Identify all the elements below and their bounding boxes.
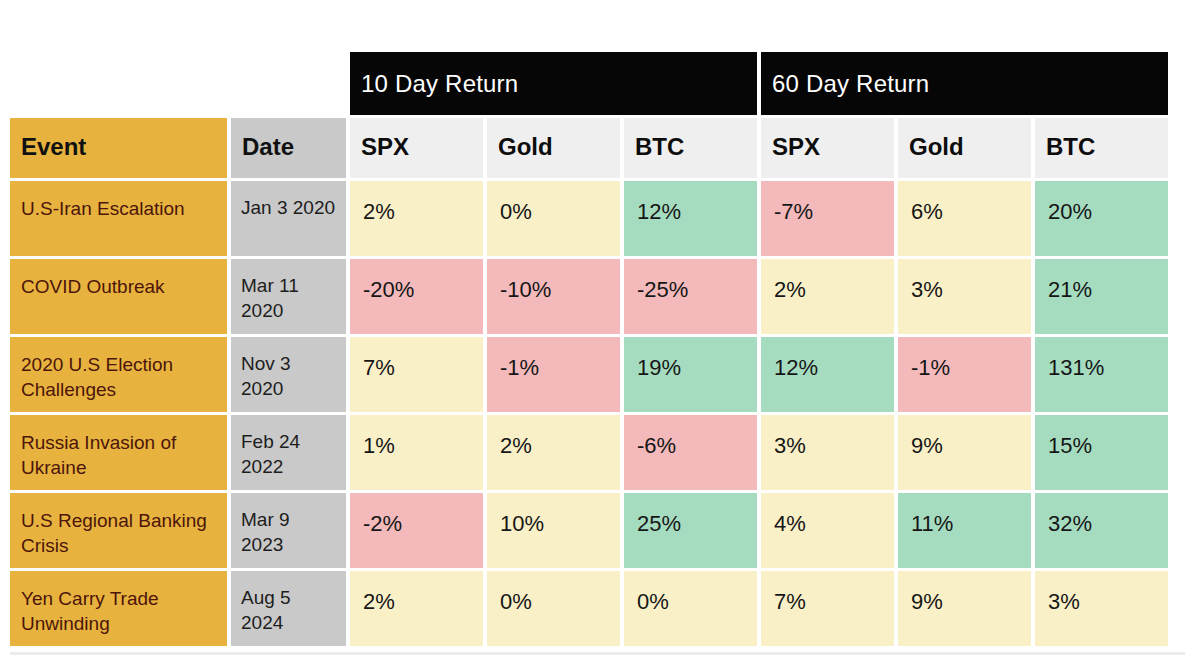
event-cell: Yen Carry Trade Unwinding [10, 571, 227, 646]
return-cell-10d-btc: 25% [624, 493, 757, 568]
group-header-10-day-return: 10 Day Return [350, 52, 757, 115]
return-cell-60d-spx: -7% [761, 181, 894, 256]
column-header-gold-10d: Gold [487, 118, 620, 178]
return-cell-10d-spx: -20% [350, 259, 483, 334]
return-cell-10d-btc: 12% [624, 181, 757, 256]
return-cell-10d-spx: 2% [350, 571, 483, 646]
return-cell-60d-gold: 11% [898, 493, 1031, 568]
return-cell-10d-gold: -1% [487, 337, 620, 412]
return-cell-60d-gold: 9% [898, 571, 1031, 646]
return-cell-10d-spx: -2% [350, 493, 483, 568]
event-cell: U.S Regional Banking Crisis [10, 493, 227, 568]
event-returns-table: 10 Day Return 60 Day Return Event Date S… [10, 52, 1168, 646]
return-cell-10d-btc: -6% [624, 415, 757, 490]
date-cell: Nov 3 2020 [231, 337, 346, 412]
return-cell-10d-gold: -10% [487, 259, 620, 334]
return-cell-10d-btc: 0% [624, 571, 757, 646]
return-cell-60d-btc: 131% [1035, 337, 1168, 412]
column-header-spx-60d: SPX [761, 118, 894, 178]
column-header-event: Event [10, 118, 227, 178]
return-cell-10d-btc: -25% [624, 259, 757, 334]
return-cell-60d-btc: 20% [1035, 181, 1168, 256]
return-cell-60d-spx: 4% [761, 493, 894, 568]
event-cell: COVID Outbreak [10, 259, 227, 334]
return-cell-10d-spx: 1% [350, 415, 483, 490]
date-cell: Mar 11 2020 [231, 259, 346, 334]
return-cell-10d-gold: 0% [487, 181, 620, 256]
return-cell-60d-spx: 7% [761, 571, 894, 646]
column-header-spx-10d: SPX [350, 118, 483, 178]
date-cell: Feb 24 2022 [231, 415, 346, 490]
return-cell-60d-gold: 6% [898, 181, 1031, 256]
return-cell-10d-spx: 2% [350, 181, 483, 256]
event-cell: Russia Invasion of Ukraine [10, 415, 227, 490]
group-header-60-day-return: 60 Day Return [761, 52, 1168, 115]
return-cell-60d-spx: 2% [761, 259, 894, 334]
event-cell: U.S-Iran Escalation [10, 181, 227, 256]
column-header-date: Date [231, 118, 346, 178]
return-cell-60d-gold: 3% [898, 259, 1031, 334]
return-cell-60d-gold: -1% [898, 337, 1031, 412]
return-cell-60d-gold: 9% [898, 415, 1031, 490]
return-cell-10d-spx: 7% [350, 337, 483, 412]
return-cell-10d-gold: 10% [487, 493, 620, 568]
return-cell-60d-spx: 12% [761, 337, 894, 412]
header-spacer [10, 52, 346, 115]
return-cell-10d-gold: 2% [487, 415, 620, 490]
date-cell: Aug 5 2024 [231, 571, 346, 646]
return-cell-60d-btc: 3% [1035, 571, 1168, 646]
date-cell: Jan 3 2020 [231, 181, 346, 256]
return-cell-10d-btc: 19% [624, 337, 757, 412]
column-header-gold-60d: Gold [898, 118, 1031, 178]
return-cell-60d-spx: 3% [761, 415, 894, 490]
return-cell-10d-gold: 0% [487, 571, 620, 646]
event-cell: 2020 U.S Election Challenges [10, 337, 227, 412]
column-header-btc-10d: BTC [624, 118, 757, 178]
table-bottom-divider [10, 652, 1185, 655]
return-cell-60d-btc: 32% [1035, 493, 1168, 568]
return-cell-60d-btc: 21% [1035, 259, 1168, 334]
column-header-btc-60d: BTC [1035, 118, 1168, 178]
return-cell-60d-btc: 15% [1035, 415, 1168, 490]
returns-table-canvas: 10 Day Return 60 Day Return Event Date S… [0, 0, 1200, 666]
date-cell: Mar 9 2023 [231, 493, 346, 568]
